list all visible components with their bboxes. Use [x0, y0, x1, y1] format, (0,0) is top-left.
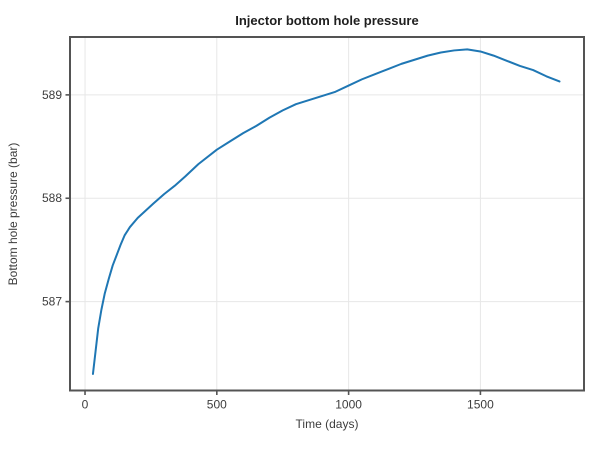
y-axis-label: Bottom hole pressure (bar) — [6, 143, 20, 286]
pressure-series — [91, 48, 561, 375]
y-tick-label: 588 — [42, 191, 62, 205]
x-axis-label: Time (days) — [296, 417, 359, 431]
x-tick-label: 500 — [207, 398, 227, 412]
axis-ticks — [65, 94, 482, 395]
x-tick-label: 1500 — [467, 398, 494, 412]
chart-title: Injector bottom hole pressure — [235, 13, 418, 28]
injector-bhp-line — [91, 48, 561, 375]
y-tick-label: 587 — [42, 295, 62, 309]
plot-border — [69, 36, 585, 392]
x-tick-label: 0 — [82, 398, 89, 412]
y-tick-label: 589 — [42, 88, 62, 102]
x-tick-label: 1000 — [335, 398, 362, 412]
plot-background — [70, 37, 584, 391]
axis-tick-labels: 0 500 1000 1500 587 588 589 — [42, 88, 494, 412]
axes-spines — [69, 36, 585, 392]
